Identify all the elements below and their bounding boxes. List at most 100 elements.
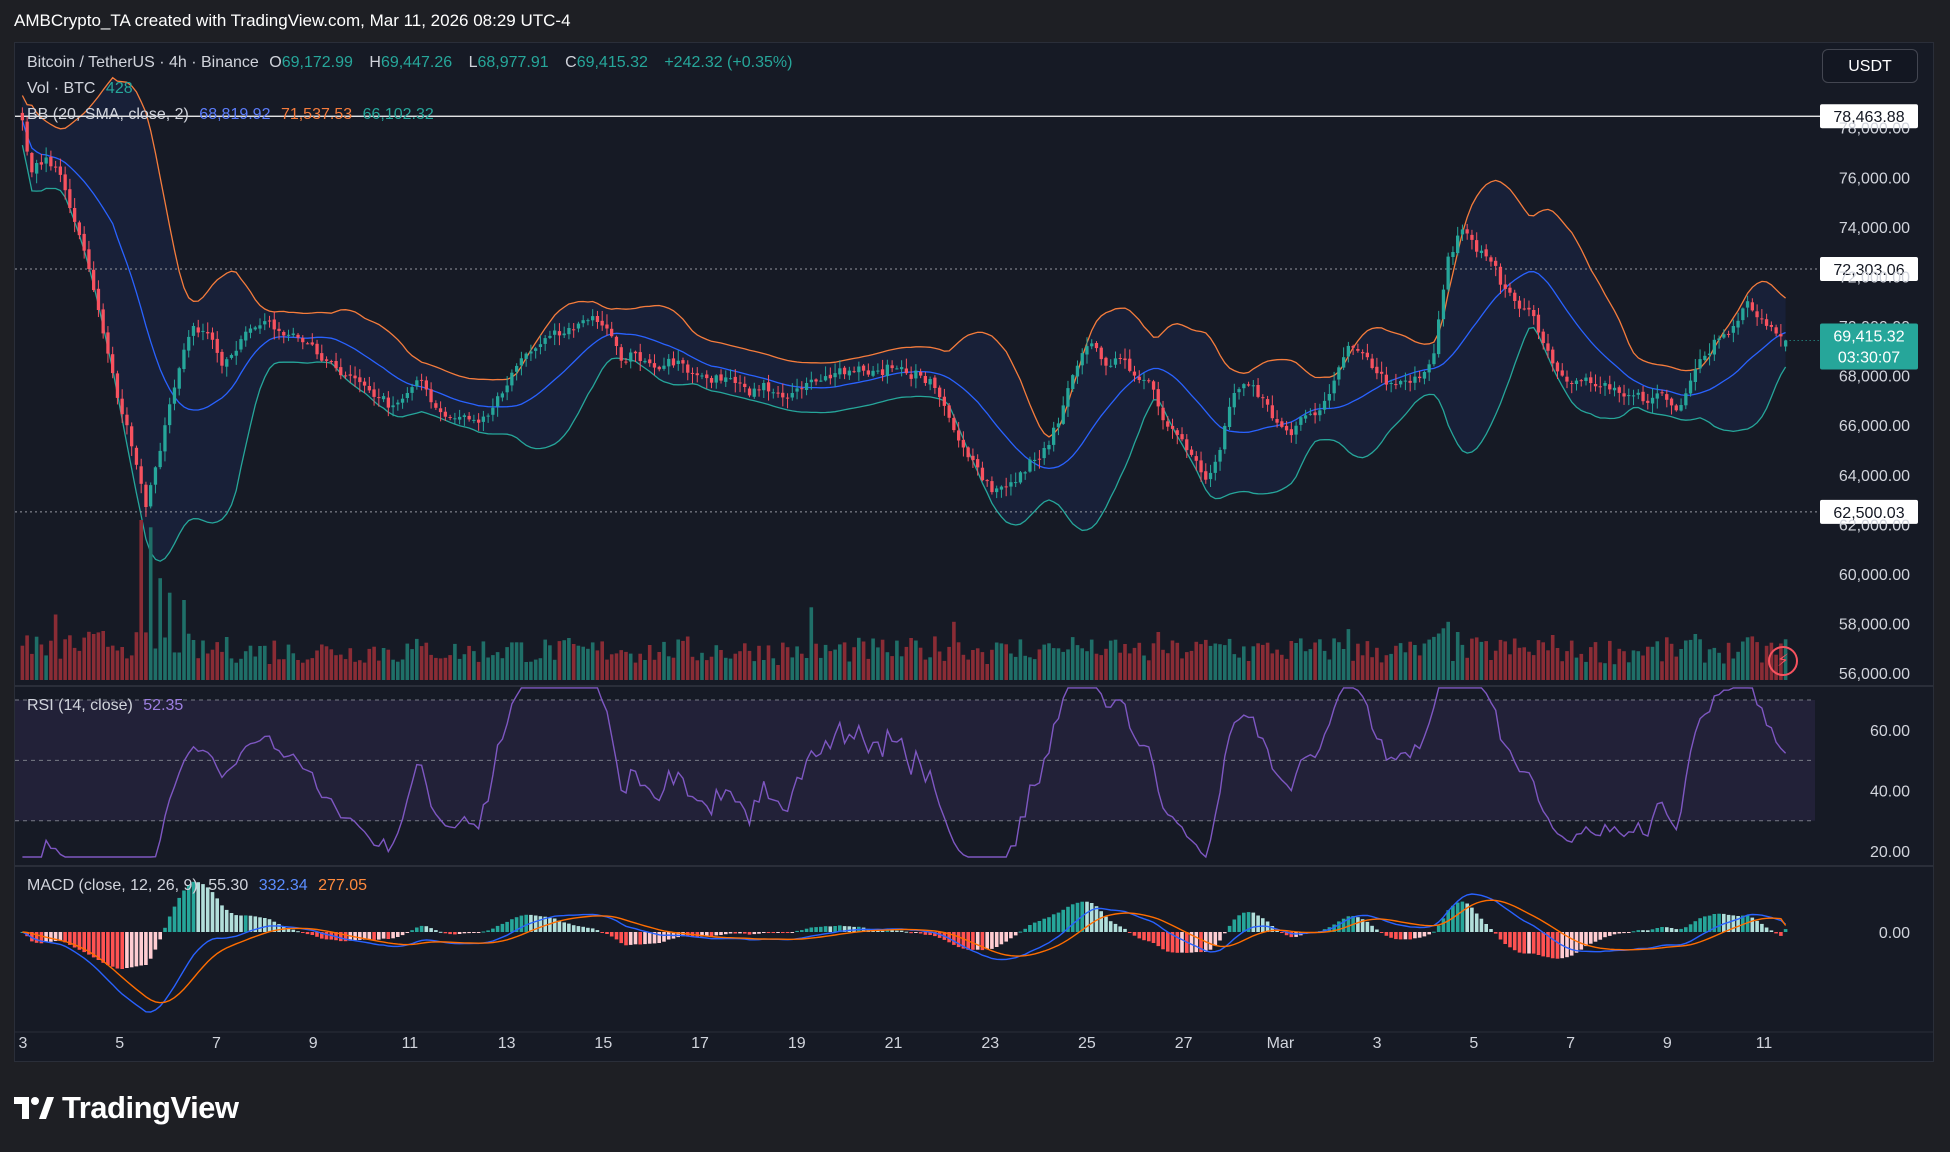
macd-histogram-bar (576, 926, 581, 932)
candle-body (405, 393, 409, 398)
time-axis-tick: 3 (1373, 1035, 1382, 1052)
volume-bar (709, 656, 714, 680)
volume-bar (1669, 643, 1674, 680)
volume-bar (1646, 646, 1650, 680)
candle-body (1541, 331, 1545, 343)
candle-body (1494, 260, 1498, 266)
macd-histogram-bar (1166, 932, 1170, 952)
candle-body (58, 166, 62, 175)
candle-body (1147, 380, 1151, 382)
volume-bar (1717, 652, 1721, 680)
macd-histogram-bar (1194, 932, 1199, 953)
volume-bar (1593, 642, 1598, 680)
volume-bar (1009, 653, 1013, 680)
candle-body (790, 393, 794, 398)
macd-histogram-bar (457, 932, 462, 934)
volume-label[interactable]: Vol · BTC (27, 80, 96, 97)
macd-histogram-bar (771, 932, 776, 933)
macd-histogram-bar (320, 932, 324, 939)
macd-histogram-bar (1009, 932, 1013, 939)
candle-body (999, 486, 1004, 490)
macd-histogram-bar (1512, 932, 1517, 951)
candle-body (1066, 388, 1070, 407)
candle-body (1075, 365, 1080, 377)
countdown-label: 03:30:07 (1838, 350, 1900, 367)
candle-body (77, 222, 81, 236)
candle-body (277, 328, 281, 331)
volume-bar (1631, 650, 1636, 680)
volume-bar (1750, 636, 1755, 680)
macd-histogram-bar (1218, 932, 1222, 941)
macd-histogram-bar (258, 917, 262, 932)
macd-histogram-bar (63, 932, 67, 943)
volume-bar (1032, 659, 1037, 680)
candle-body (1071, 375, 1075, 389)
macd-histogram-bar (158, 932, 162, 940)
candle-body (448, 417, 452, 418)
candle-body (220, 351, 224, 366)
macd-histogram-bar (1660, 927, 1664, 932)
symbol-title[interactable]: Bitcoin / TetherUS · 4h · Binance (27, 54, 259, 71)
volume-bar (880, 639, 885, 680)
macd-label[interactable]: MACD (close, 12, 26, 9) (27, 877, 198, 894)
candle-body (1551, 349, 1555, 364)
macd-histogram-bar (1517, 932, 1522, 953)
candle-body (1180, 434, 1184, 440)
candle-body (1270, 405, 1274, 419)
candle-body (391, 405, 395, 408)
volume-bar (1517, 647, 1522, 680)
macd-histogram-bar (191, 881, 196, 932)
time-axis-tick: 19 (788, 1035, 806, 1052)
symbol-legend: Bitcoin / TetherUS · 4h · Binance O69,17… (27, 54, 798, 72)
volume-bar (771, 658, 776, 680)
volume-bar (1665, 637, 1669, 680)
macd-histogram-bar (1451, 905, 1455, 932)
volume-bar (1066, 649, 1070, 680)
macd-histogram-bar (1070, 904, 1075, 932)
macd-histogram-bar (1180, 932, 1184, 953)
volume-bar (1569, 640, 1574, 680)
close-label: C (565, 54, 577, 71)
volume-bar (571, 644, 576, 680)
candle-body (400, 398, 405, 403)
macd-histogram-bar (614, 932, 619, 940)
volume-bar (685, 636, 690, 680)
macd-histogram-bar (68, 932, 72, 945)
time-axis-tick: 9 (1663, 1035, 1672, 1052)
macd-histogram-bar (353, 932, 357, 941)
volume-bar (243, 651, 248, 680)
macd-histogram-bar (1251, 912, 1256, 932)
volume-bar (1242, 646, 1246, 680)
candle-body (258, 325, 262, 329)
macd-histogram-bar (733, 932, 738, 934)
candle-body (1275, 419, 1279, 423)
macd-histogram-bar (505, 921, 509, 932)
volume-bar (467, 645, 471, 680)
rsi-label[interactable]: RSI (14, close) (27, 697, 133, 714)
macd-signal-value: 277.05 (318, 877, 368, 894)
candle-body (652, 363, 657, 368)
macd-histogram-bar (1028, 925, 1032, 932)
macd-histogram-bar (819, 926, 823, 932)
candle-body (1166, 421, 1170, 427)
lightning-icon[interactable]: ⚡ (1768, 646, 1798, 676)
candle-body (1750, 302, 1754, 311)
bb-label[interactable]: BB (20, SMA, close, 2) (27, 106, 189, 123)
candle-body (1722, 334, 1726, 338)
time-axis-tick: 13 (498, 1035, 516, 1052)
volume-bar (700, 652, 704, 680)
bb-basis-value: 68,819.92 (199, 106, 271, 123)
macd-histogram-bar (186, 885, 191, 932)
candle-body (381, 396, 386, 400)
volume-bar (847, 661, 852, 680)
volume-bar (899, 656, 904, 680)
volume-bar (125, 658, 129, 680)
volume-bar (44, 655, 48, 680)
macd-histogram-bar (410, 930, 414, 932)
currency-button[interactable]: USDT (1822, 49, 1918, 83)
volume-bar (762, 660, 766, 680)
volume-bar (1246, 661, 1251, 680)
macd-histogram-bar (148, 932, 153, 959)
candle-body (795, 388, 799, 392)
